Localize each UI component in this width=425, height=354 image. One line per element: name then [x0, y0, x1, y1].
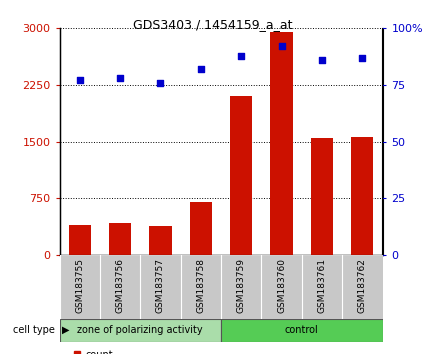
- Bar: [270, 32, 293, 255]
- Bar: [190, 202, 212, 255]
- Bar: [221, 319, 382, 342]
- Point: [359, 55, 366, 61]
- Bar: [109, 223, 131, 255]
- Bar: [60, 255, 100, 319]
- Point: [318, 57, 325, 63]
- Text: GSM183762: GSM183762: [358, 258, 367, 313]
- Point: [76, 78, 83, 83]
- Bar: [140, 255, 181, 319]
- Bar: [311, 138, 333, 255]
- Bar: [100, 255, 140, 319]
- Bar: [149, 226, 172, 255]
- Text: GSM183759: GSM183759: [237, 258, 246, 313]
- Text: GSM183755: GSM183755: [75, 258, 84, 313]
- Point: [238, 53, 244, 58]
- Text: control: control: [285, 325, 319, 335]
- Text: cell type: cell type: [13, 325, 55, 335]
- Point: [157, 80, 164, 86]
- Bar: [342, 255, 382, 319]
- Bar: [261, 255, 302, 319]
- Bar: [68, 225, 91, 255]
- Text: ▶: ▶: [62, 325, 69, 335]
- Text: GDS3403 / 1454159_a_at: GDS3403 / 1454159_a_at: [133, 18, 292, 31]
- Point: [197, 66, 204, 72]
- Bar: [181, 255, 221, 319]
- Bar: [230, 96, 252, 255]
- Bar: [351, 137, 374, 255]
- Text: GSM183756: GSM183756: [116, 258, 125, 313]
- Point: [278, 44, 285, 49]
- Bar: [60, 319, 221, 342]
- Text: GSM183758: GSM183758: [196, 258, 205, 313]
- Text: GSM183757: GSM183757: [156, 258, 165, 313]
- Point: [116, 75, 123, 81]
- Legend: count, percentile rank within the sample: count, percentile rank within the sample: [73, 350, 250, 354]
- Text: GSM183760: GSM183760: [277, 258, 286, 313]
- Text: GSM183761: GSM183761: [317, 258, 326, 313]
- Text: zone of polarizing activity: zone of polarizing activity: [77, 325, 203, 335]
- Bar: [302, 255, 342, 319]
- Bar: [221, 255, 261, 319]
